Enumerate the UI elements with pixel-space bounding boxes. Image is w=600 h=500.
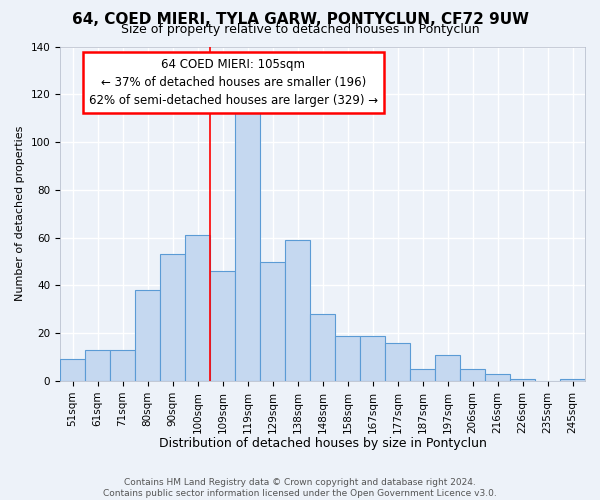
Bar (560, 378, 585, 381)
Text: Contains HM Land Registry data © Crown copyright and database right 2024.
Contai: Contains HM Land Registry data © Crown c… (103, 478, 497, 498)
Text: 64, COED MIERI, TYLA GARW, PONTYCLUN, CF72 9UW: 64, COED MIERI, TYLA GARW, PONTYCLUN, CF… (71, 12, 529, 28)
Bar (510, 378, 535, 381)
Bar (485, 374, 510, 381)
Bar (85, 350, 110, 381)
Bar (210, 271, 235, 381)
Bar (335, 336, 360, 381)
Bar (435, 354, 460, 381)
Text: 64 COED MIERI: 105sqm
← 37% of detached houses are smaller (196)
62% of semi-det: 64 COED MIERI: 105sqm ← 37% of detached … (89, 58, 378, 107)
Bar (110, 350, 135, 381)
Bar (235, 114, 260, 381)
Bar (385, 343, 410, 381)
Bar (460, 369, 485, 381)
Bar (160, 254, 185, 381)
Bar (260, 262, 285, 381)
Bar (185, 235, 210, 381)
Bar (360, 336, 385, 381)
Text: Size of property relative to detached houses in Pontyclun: Size of property relative to detached ho… (121, 22, 479, 36)
Bar (60, 360, 85, 381)
Bar (285, 240, 310, 381)
Bar (135, 290, 160, 381)
X-axis label: Distribution of detached houses by size in Pontyclun: Distribution of detached houses by size … (158, 437, 487, 450)
Y-axis label: Number of detached properties: Number of detached properties (15, 126, 25, 302)
Bar (310, 314, 335, 381)
Bar (410, 369, 435, 381)
